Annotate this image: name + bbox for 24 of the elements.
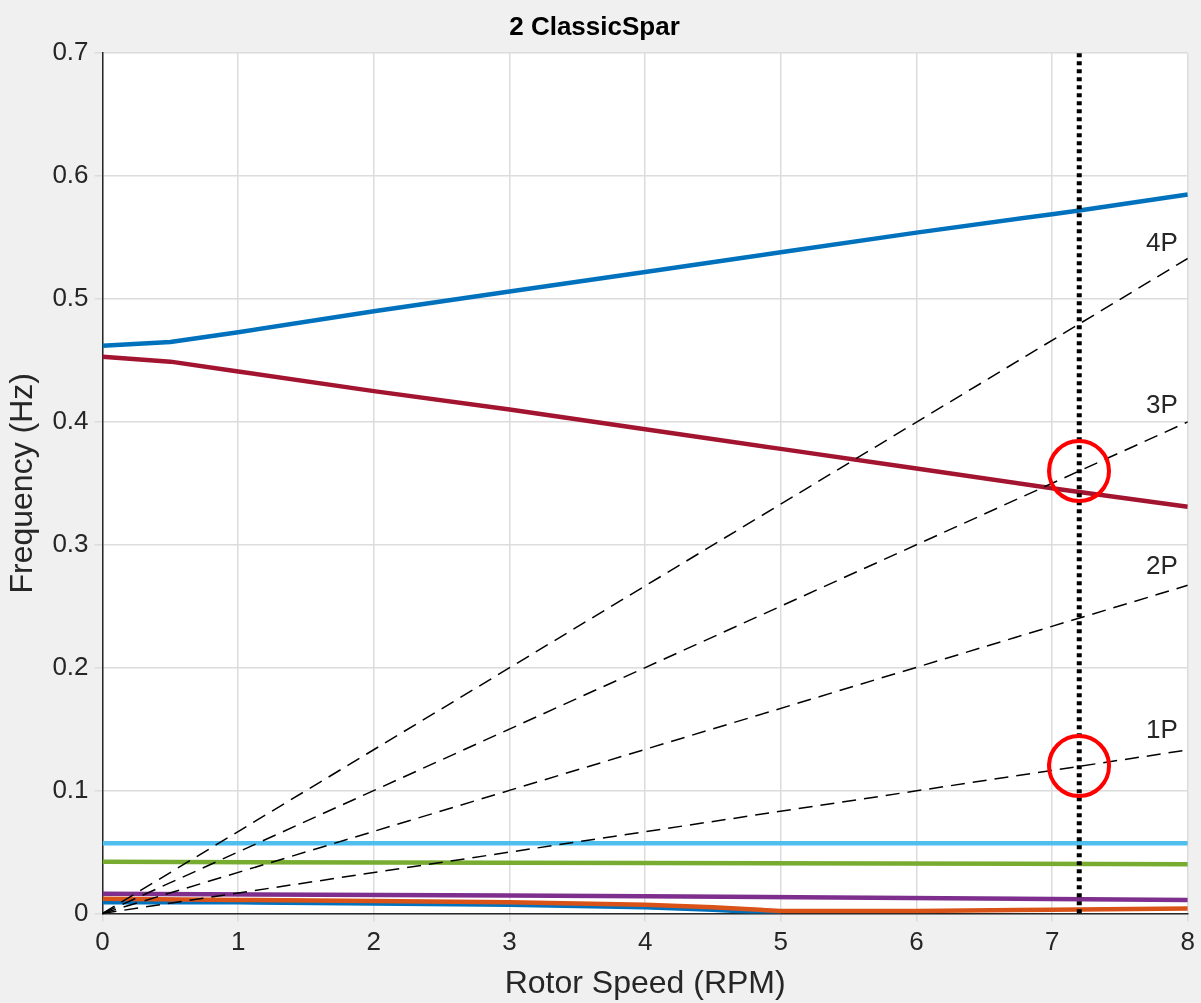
y-tick-label: 0.7 bbox=[52, 36, 89, 67]
x-tick-label: 8 bbox=[1180, 926, 1195, 957]
y-tick-label: 0.4 bbox=[52, 405, 89, 436]
x-tick-label: 7 bbox=[1044, 926, 1060, 957]
x-tick-label: 2 bbox=[366, 926, 382, 957]
x-tick-label: 3 bbox=[502, 926, 517, 957]
chart-title: 2 ClassicSpar bbox=[509, 10, 680, 41]
y-tick-label: 0.6 bbox=[52, 159, 89, 190]
y-tick-label: 0.3 bbox=[52, 527, 89, 558]
y-tick-label: 0 bbox=[74, 896, 89, 927]
series-label: 2P bbox=[1145, 550, 1178, 581]
series-label: 4P bbox=[1145, 226, 1178, 257]
y-axis-title: Frequency (Hz) bbox=[3, 373, 40, 594]
x-tick-label: 4 bbox=[637, 926, 653, 957]
x-tick-label: 0 bbox=[95, 926, 110, 957]
y-tick-label: 0.5 bbox=[52, 282, 89, 313]
x-tick-label: 6 bbox=[909, 926, 924, 957]
series-label: 1P bbox=[1145, 713, 1178, 744]
x-tick-label: 1 bbox=[230, 926, 246, 957]
x-axis-title: Rotor Speed (RPM) bbox=[504, 963, 786, 1000]
x-tick-label: 5 bbox=[773, 926, 789, 957]
y-tick-label: 0.2 bbox=[52, 650, 89, 681]
series-label: 3P bbox=[1145, 388, 1178, 419]
y-tick-label: 0.1 bbox=[52, 773, 89, 804]
